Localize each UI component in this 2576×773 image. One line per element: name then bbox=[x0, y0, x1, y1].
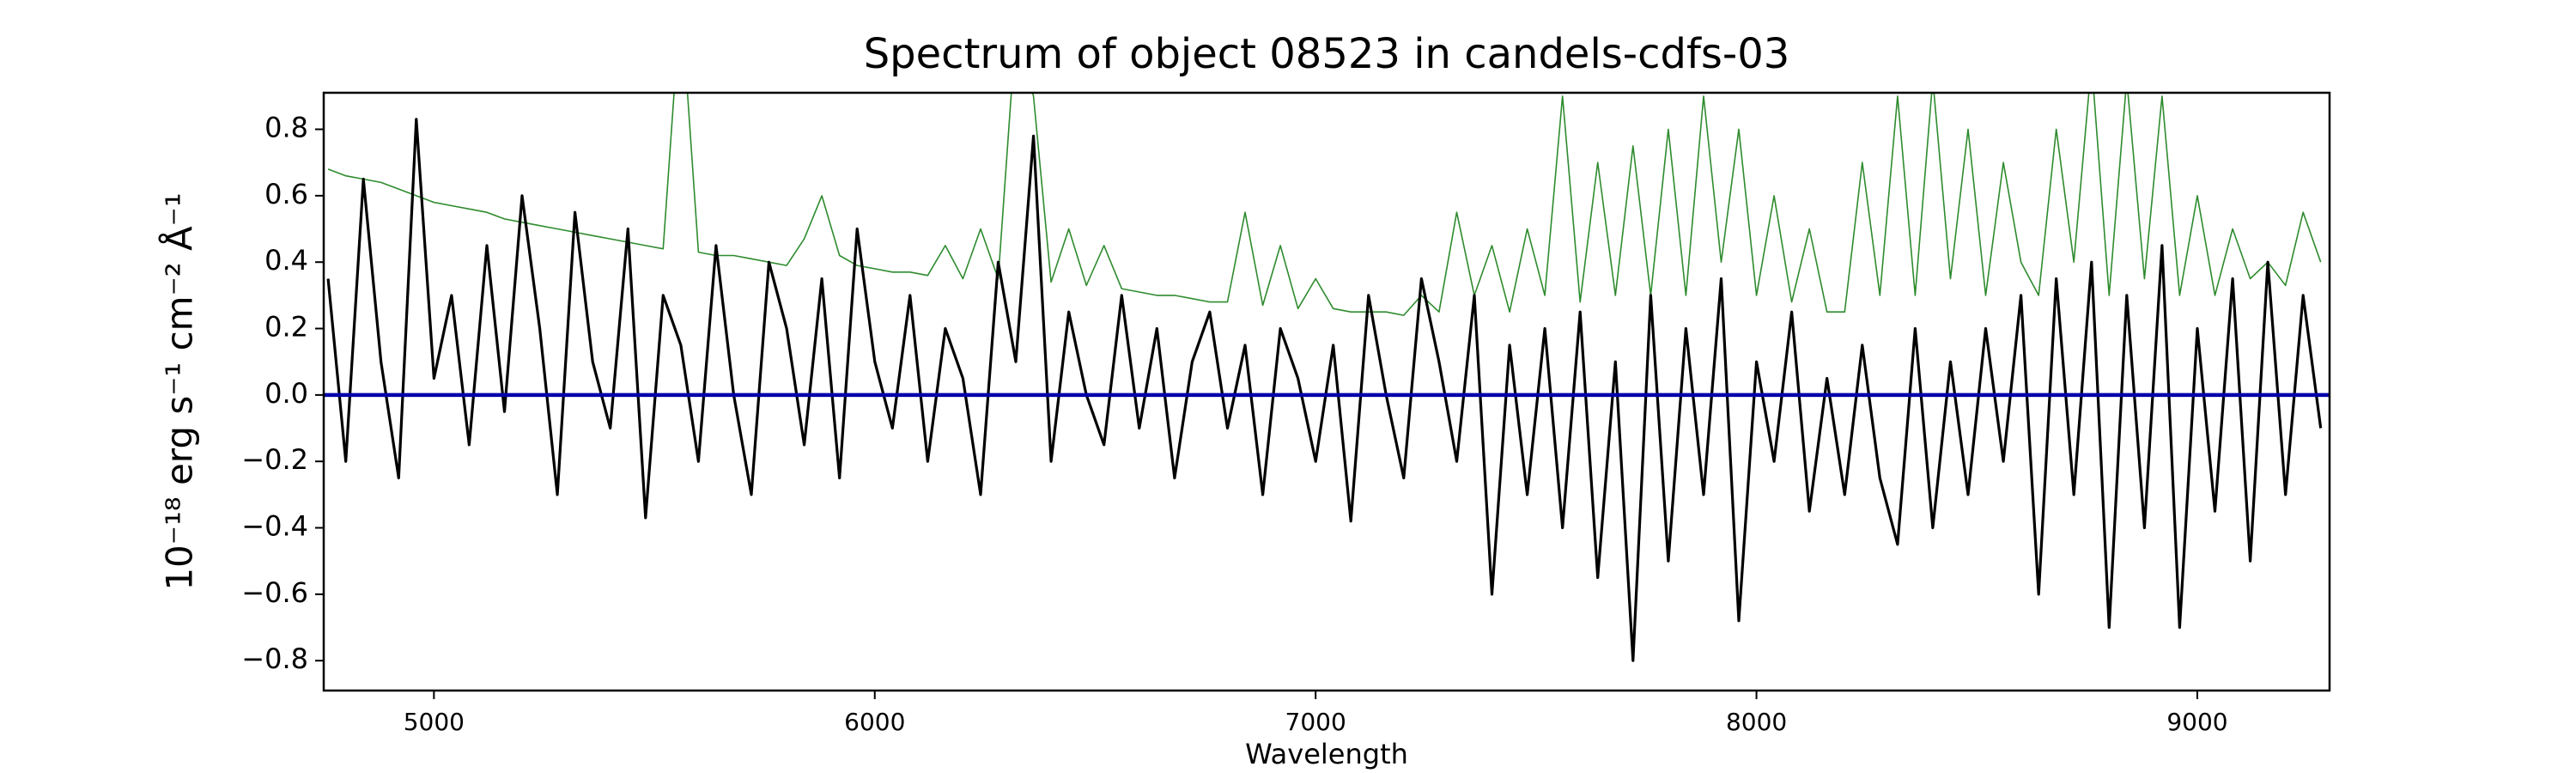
x-tick-label: 7000 bbox=[1285, 708, 1346, 736]
y-tick-label: −0.4 bbox=[241, 510, 308, 543]
y-tick-label: −0.8 bbox=[241, 642, 308, 675]
x-axis-label: Wavelength bbox=[1245, 738, 1408, 770]
x-tick-label: 8000 bbox=[1726, 708, 1787, 736]
y-tick-label: 0.6 bbox=[264, 178, 308, 210]
spectrum-line bbox=[327, 93, 2322, 316]
plot-area bbox=[324, 93, 2330, 662]
axes-frame bbox=[322, 91, 2331, 692]
y-tick-label: −0.2 bbox=[241, 443, 308, 476]
y-tick-label: 0.2 bbox=[264, 311, 308, 344]
y-axis-label: 10⁻¹⁸ erg s⁻¹ cm⁻² Å⁻¹ bbox=[158, 192, 201, 590]
y-tick-label: 0.4 bbox=[264, 244, 308, 277]
y-tick-label: −0.6 bbox=[241, 576, 308, 609]
y-tick-label: 0.8 bbox=[264, 112, 308, 144]
y-tick-label: 0.0 bbox=[264, 377, 308, 410]
spectrum-line bbox=[326, 118, 2323, 662]
chart-title: Spectrum of object 08523 in candels-cdfs… bbox=[864, 30, 1790, 78]
x-tick-label: 5000 bbox=[404, 708, 465, 736]
x-tick-label: 9000 bbox=[2166, 708, 2227, 736]
x-tick-label: 6000 bbox=[844, 708, 905, 736]
